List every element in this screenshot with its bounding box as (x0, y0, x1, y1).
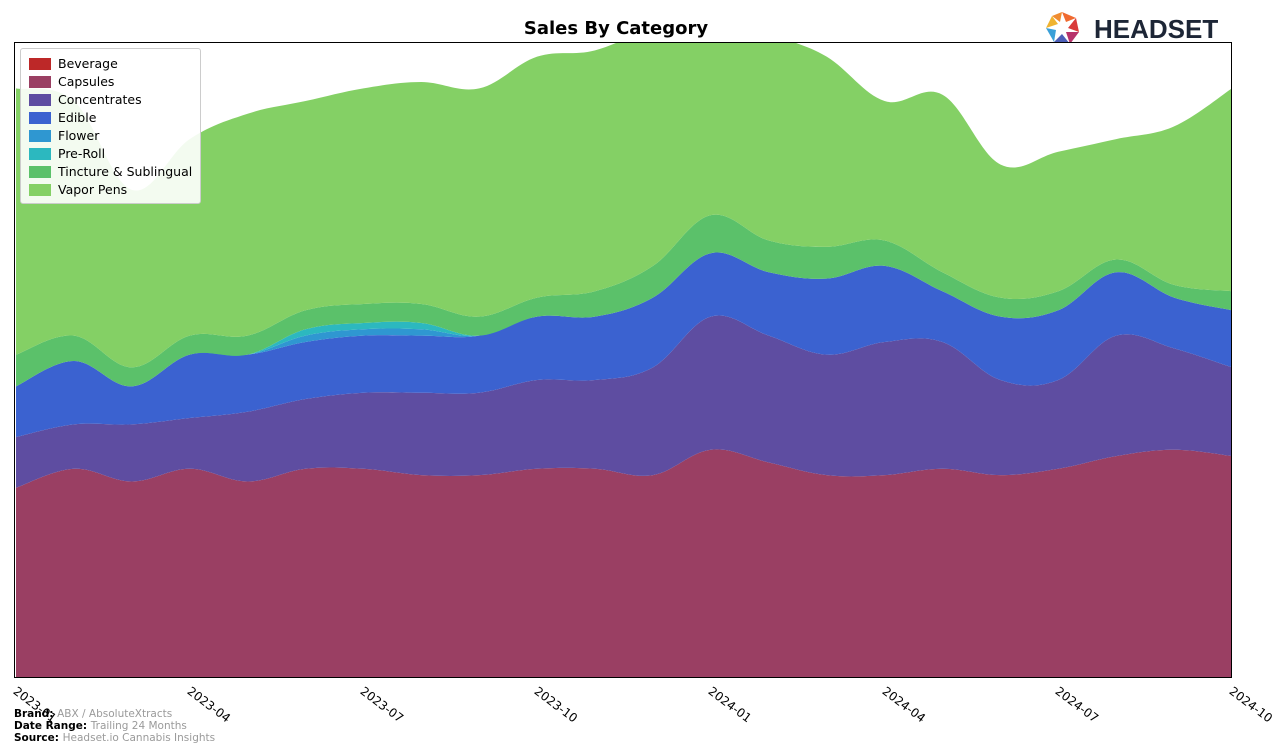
footer-line: Source: Headset.io Cannabis Insights (14, 732, 215, 743)
footer-label: Date Range: (14, 720, 91, 732)
x-tick-label: 2023-10 (532, 684, 580, 725)
x-tick-label: 2024-10 (1227, 684, 1275, 725)
area-capsules (16, 449, 1232, 678)
legend-swatch-capsules (29, 76, 51, 88)
legend-label: Capsules (58, 73, 114, 91)
legend-label: Flower (58, 127, 99, 145)
legend-item-concentrates: Concentrates (29, 91, 192, 109)
legend-item-flower: Flower (29, 127, 192, 145)
legend-label: Tincture & Sublingual (58, 163, 192, 181)
logo-text: HEADSET (1094, 14, 1218, 44)
legend-label: Pre-Roll (58, 145, 105, 163)
x-tick-label: 2023-07 (358, 684, 406, 725)
legend-swatch-tincture (29, 166, 51, 178)
footer-label: Brand: (14, 708, 57, 720)
legend-item-vapor: Vapor Pens (29, 181, 192, 199)
footer-value: ABX / AbsoluteXtracts (57, 708, 172, 720)
legend-label: Concentrates (58, 91, 142, 109)
legend-item-beverage: Beverage (29, 55, 192, 73)
x-tick-label: 2024-04 (879, 684, 927, 725)
footer-line: Date Range: Trailing 24 Months (14, 720, 215, 732)
legend-item-edible: Edible (29, 109, 192, 127)
legend-item-tincture: Tincture & Sublingual (29, 163, 192, 181)
legend-swatch-vapor (29, 184, 51, 196)
legend-label: Edible (58, 109, 96, 127)
legend-label: Vapor Pens (58, 181, 127, 199)
legend: BeverageCapsulesConcentratesEdibleFlower… (20, 48, 201, 204)
footer-label: Source: (14, 732, 63, 743)
legend-label: Beverage (58, 55, 118, 73)
legend-item-capsules: Capsules (29, 73, 192, 91)
chart-footer: Brand: ABX / AbsoluteXtractsDate Range: … (14, 708, 215, 743)
footer-value: Headset.io Cannabis Insights (63, 732, 215, 743)
footer-value: Trailing 24 Months (91, 720, 187, 732)
legend-swatch-concentrates (29, 94, 51, 106)
legend-swatch-flower (29, 130, 51, 142)
legend-swatch-preroll (29, 148, 51, 160)
x-tick-label: 2024-01 (705, 684, 753, 725)
legend-swatch-beverage (29, 58, 51, 70)
footer-line: Brand: ABX / AbsoluteXtracts (14, 708, 215, 720)
legend-item-preroll: Pre-Roll (29, 145, 192, 163)
x-tick-label: 2024-07 (1053, 684, 1101, 725)
legend-swatch-edible (29, 112, 51, 124)
